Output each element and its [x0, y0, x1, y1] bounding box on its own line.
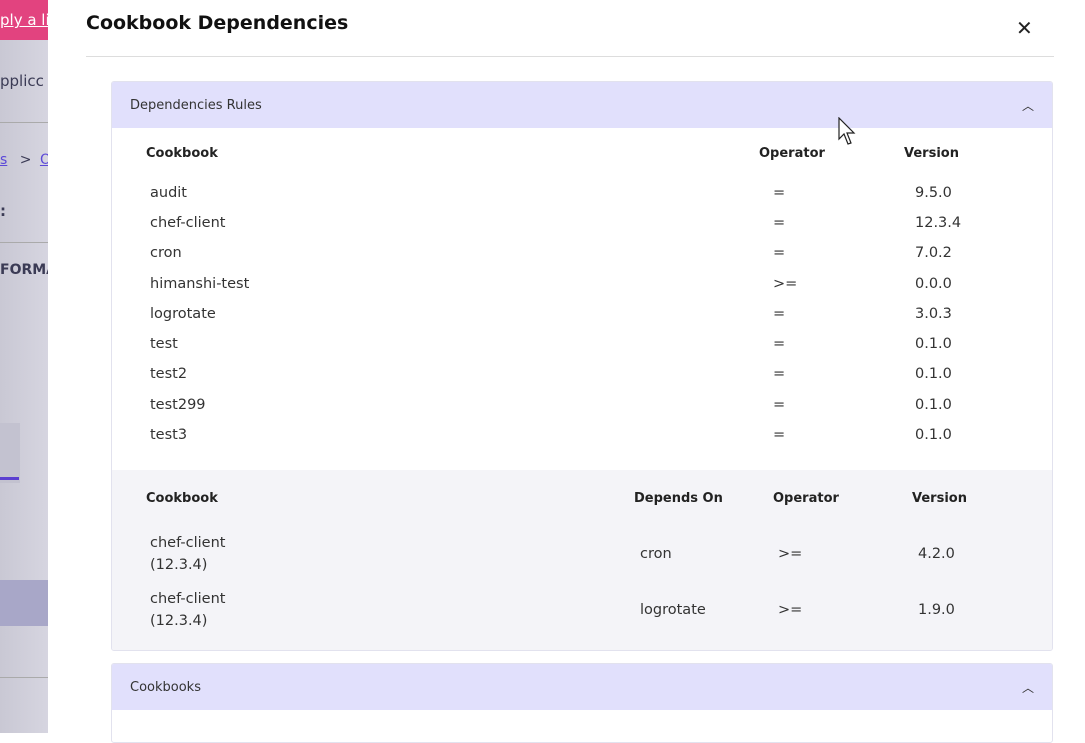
rule-row: logrotate = 3.0.3 — [112, 299, 1052, 329]
col-cookbook: Cookbook — [146, 490, 218, 506]
col-operator: Operator — [759, 145, 825, 161]
mouse-cursor-icon — [838, 117, 856, 145]
rule-row: audit = 9.5.0 — [112, 178, 1052, 208]
cookbook-name: test2 — [150, 366, 188, 383]
chevron-up-icon[interactable]: ︿ — [1021, 680, 1034, 695]
cookbook-name: test — [150, 336, 178, 353]
background-page: ply a lic pplicc s > Or : FORMA — [0, 0, 48, 733]
version: 3.0.3 — [915, 305, 952, 322]
rule-row: chef-client = 12.3.4 — [112, 208, 1052, 238]
version: 0.1.0 — [915, 427, 952, 444]
col-version: Version — [904, 145, 959, 161]
breadcrumb-link[interactable]: s — [0, 152, 8, 168]
cookbooks-panel: Cookbooks ︿ — [111, 663, 1053, 743]
version: 1.9.0 — [918, 602, 955, 618]
dependency-details: Cookbook Depends On Operator Version chef-c… — [112, 470, 1052, 650]
dependencies-rules-header[interactable]: Dependencies Rules ︿ — [112, 82, 1052, 128]
operator: = — [773, 427, 786, 444]
cookbook-name: chef-client — [150, 214, 226, 231]
operator: = — [773, 305, 786, 322]
version: 0.0.0 — [915, 275, 952, 292]
cookbook-version: (12.3.4) — [150, 557, 208, 573]
operator: = — [773, 214, 786, 231]
operator: = — [773, 396, 786, 413]
cookbook-name: chef-client — [150, 535, 226, 551]
panel-title: Dependencies Rules — [130, 97, 262, 113]
rule-row: test299 = 0.1.0 — [112, 390, 1052, 420]
section-label: FORMA — [0, 262, 48, 278]
rule-row: test3 = 0.1.0 — [112, 420, 1052, 450]
app-title: pplicc — [0, 72, 44, 90]
operator: = — [773, 366, 786, 383]
cookbook-dependencies-modal: Cookbook Dependencies ✕ Dependencies Rul… — [48, 0, 1085, 743]
active-tab-indicator — [0, 477, 19, 480]
col-cookbook: Cookbook — [146, 145, 218, 161]
rule-row: test = 0.1.0 — [112, 329, 1052, 359]
cookbook-version: (12.3.4) — [150, 613, 208, 629]
cookbooks-header[interactable]: Cookbooks ︿ — [112, 664, 1052, 710]
rule-row: test2 = 0.1.0 — [112, 360, 1052, 390]
version: 7.0.2 — [915, 245, 952, 262]
col-operator: Operator — [773, 490, 839, 506]
rule-row: cron = 7.0.2 — [112, 239, 1052, 269]
depends-on: cron — [640, 546, 672, 562]
close-icon[interactable]: ✕ — [1016, 16, 1033, 40]
dependencies-rules-panel: Dependencies Rules ︿ Cookbook Operator Vers… — [111, 81, 1053, 651]
breadcrumb-sep: > — [19, 152, 32, 168]
operator: >= — [778, 546, 803, 562]
cookbook-name: audit — [150, 184, 187, 201]
cookbook-name: test3 — [150, 427, 188, 444]
page-heading: : — [0, 202, 6, 220]
depends-on: logrotate — [640, 602, 706, 618]
col-depends-on: Depends On — [634, 490, 723, 506]
operator: >= — [773, 275, 798, 292]
cookbook-name: cron — [150, 245, 182, 262]
chevron-up-icon[interactable]: ︿ — [1021, 98, 1034, 113]
version: 0.1.0 — [915, 366, 952, 383]
modal-title: Cookbook Dependencies — [86, 12, 349, 34]
version: 0.1.0 — [915, 396, 952, 413]
breadcrumb-link-2[interactable]: Or — [39, 152, 48, 168]
version: 9.5.0 — [915, 184, 952, 201]
cookbook-name: himanshi-test — [150, 275, 250, 292]
dependency-row: chef-client (12.3.4) cron >= 4.2.0 — [112, 526, 1052, 582]
cookbook-name: chef-client — [150, 591, 226, 607]
panel-title: Cookbooks — [130, 679, 201, 695]
version: 12.3.4 — [915, 214, 962, 231]
operator: >= — [778, 602, 803, 618]
version: 0.1.0 — [915, 336, 952, 353]
rules-table: Cookbook Operator Version audit = 9.5.0 chef-… — [112, 128, 1052, 451]
cookbook-name: test299 — [150, 396, 206, 413]
license-banner[interactable]: ply a lic — [0, 0, 48, 40]
operator: = — [773, 184, 786, 201]
version: 4.2.0 — [918, 546, 955, 562]
operator: = — [773, 245, 786, 262]
col-version: Version — [912, 490, 967, 506]
dependency-row: chef-client (12.3.4) logrotate >= 1.9.0 — [112, 582, 1052, 638]
cookbook-name: logrotate — [150, 305, 216, 322]
rule-row: himanshi-test >= 0.0.0 — [112, 269, 1052, 299]
operator: = — [773, 336, 786, 353]
